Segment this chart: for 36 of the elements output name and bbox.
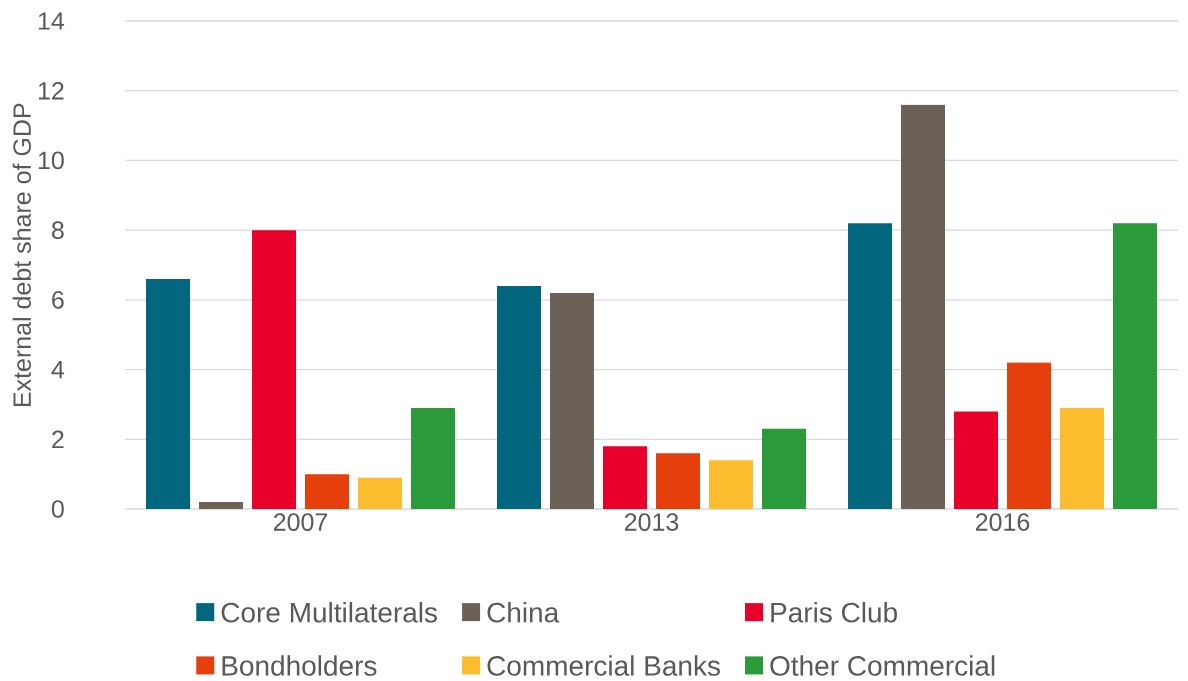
bar (411, 407, 456, 509)
bar (709, 460, 753, 509)
bar (550, 292, 595, 509)
y-tick-label: 12 (38, 81, 64, 100)
y-tick-label: 8 (51, 221, 64, 239)
y-tick-label: 6 (52, 291, 64, 309)
bar (358, 477, 402, 509)
bar (252, 230, 296, 509)
y-tick-label: 14 (38, 12, 65, 30)
bar (497, 285, 541, 509)
legend-label: Commercial Banks (487, 655, 720, 676)
bar (305, 474, 350, 509)
bar (603, 446, 647, 509)
bar (199, 502, 243, 509)
bar (146, 278, 190, 509)
y-tick-label: 0 (51, 500, 64, 518)
legend-label: Paris Club (771, 601, 897, 623)
legend-label: China (487, 601, 560, 623)
bar (901, 104, 946, 509)
x-tick-label: 2013 (624, 513, 679, 531)
legend-label: Bondholders (222, 655, 377, 676)
legend-label: Other Commercial (770, 655, 995, 676)
bar (656, 453, 701, 509)
y-tick-label: 2 (52, 430, 64, 449)
x-tick-label: 2007 (273, 513, 328, 531)
bar (1007, 362, 1052, 509)
legend-label: Core Multilaterals (221, 601, 437, 623)
y-tick-label: 4 (51, 360, 65, 379)
bar (954, 411, 998, 509)
bar (848, 223, 892, 509)
bar (762, 428, 807, 509)
y-axis-title: External debt share of GDP (12, 103, 31, 407)
bar (1060, 407, 1104, 509)
y-tick-label: 10 (38, 151, 64, 170)
x-tick-label: 2016 (975, 513, 1030, 531)
bar (1113, 223, 1157, 509)
